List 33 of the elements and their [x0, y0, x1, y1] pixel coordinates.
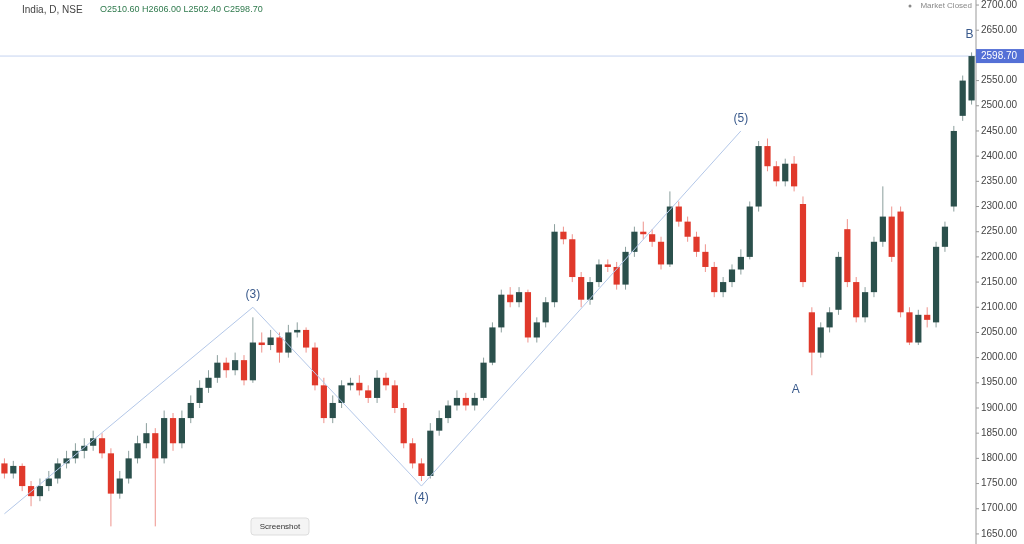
- y-tick-label: 2150.00: [981, 275, 1018, 287]
- ref-line-label: 2598.70: [981, 49, 1018, 61]
- y-tick-label: 2400.00: [981, 149, 1018, 161]
- annotation: (3): [245, 287, 261, 302]
- y-tick-label: 2450.00: [981, 124, 1018, 136]
- y-tick-label: 2550.00: [981, 74, 1018, 86]
- y-tick-label: 1800.00: [981, 452, 1018, 464]
- y-tick-label: 2200.00: [981, 250, 1018, 262]
- y-tick-label: 2500.00: [981, 99, 1018, 111]
- annotation: A: [791, 382, 800, 397]
- y-tick-label: 2650.00: [981, 23, 1018, 35]
- y-tick-label: 1850.00: [981, 426, 1018, 438]
- text: O2510.60 H2606.00 L2502.40 C2598.70: [100, 4, 263, 15]
- annotation: Screenshot: [259, 522, 302, 532]
- y-tick-label: 2000.00: [981, 351, 1018, 363]
- y-tick-label: 1700.00: [981, 502, 1018, 514]
- y-tick-label: 1900.00: [981, 401, 1018, 413]
- candlestick: [649, 228, 656, 248]
- annotation: (4): [414, 490, 429, 505]
- y-tick-label: 2700.00: [981, 0, 1018, 10]
- chart-title: India, D, NSE: [22, 3, 83, 15]
- y-tick-label: 2050.00: [981, 326, 1018, 338]
- y-tick-label: 2250.00: [981, 225, 1018, 237]
- y-tick-label: 2300.00: [981, 200, 1018, 212]
- y-tick-label: 2350.00: [981, 174, 1018, 186]
- annotation: (5): [733, 110, 749, 125]
- y-tick-label: 1650.00: [981, 527, 1018, 539]
- line-series: [3, 130, 742, 515]
- annotation: Market Closed: [920, 1, 972, 11]
- annotation: B: [965, 27, 974, 42]
- y-tick-label: 2100.00: [981, 300, 1018, 312]
- y-tick-label: 1950.00: [981, 376, 1018, 388]
- y-tick-label: 1750.00: [981, 477, 1018, 489]
